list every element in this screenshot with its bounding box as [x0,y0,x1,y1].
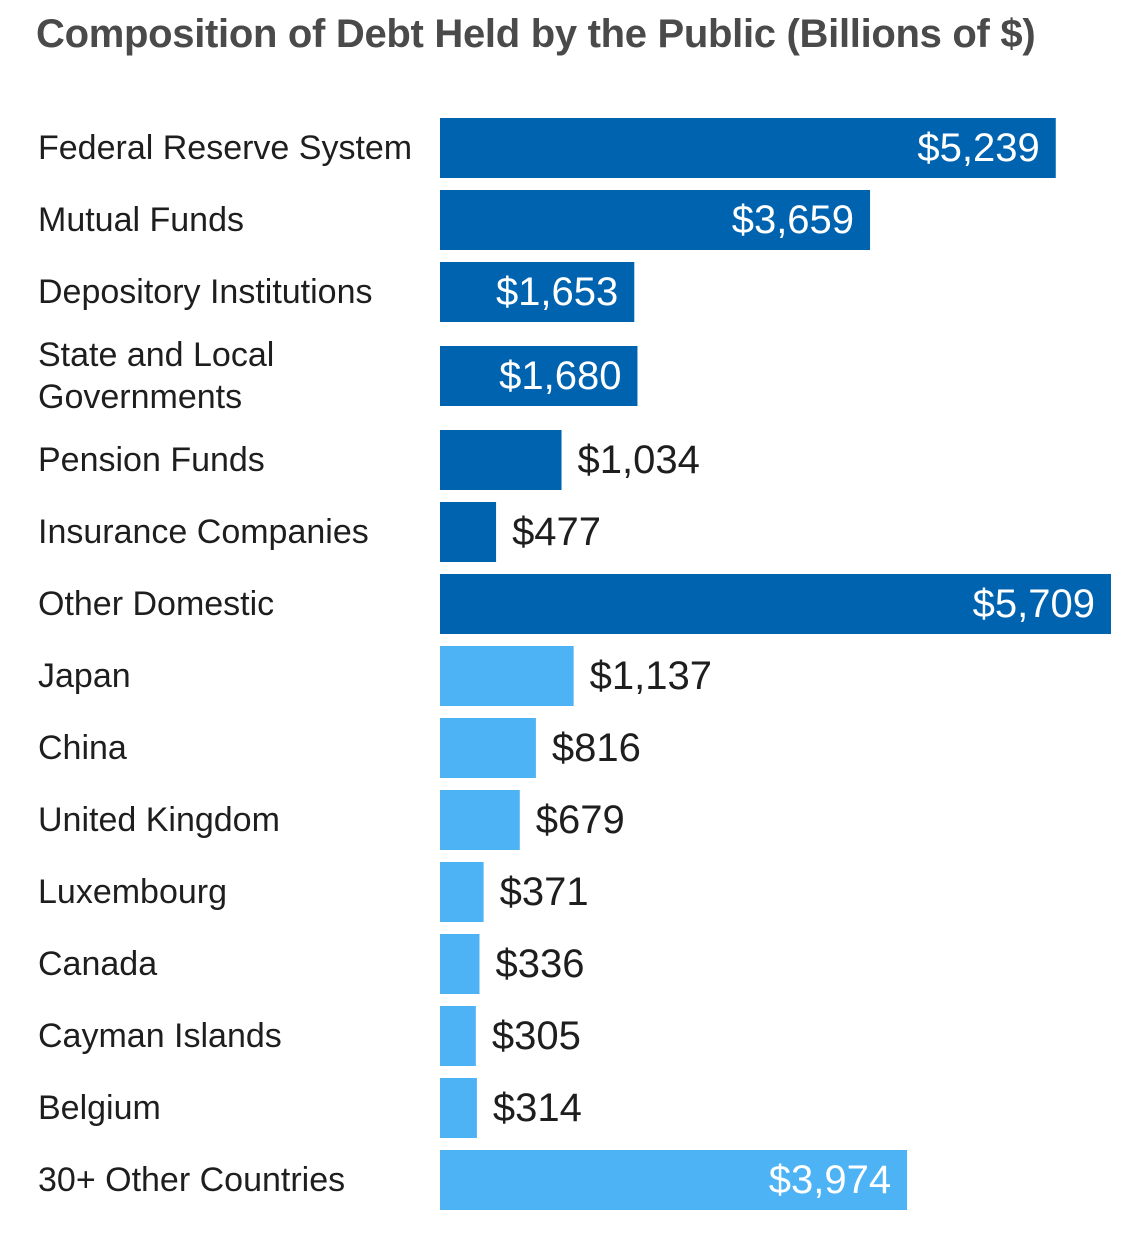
category-label-belgium: Belgium [38,1089,161,1127]
bar-belgium [440,1078,477,1138]
value-label-30-other-countries: $3,974 [769,1158,891,1202]
category-label-pension-funds: Pension Funds [38,441,265,479]
value-label-canada: $336 [495,942,584,986]
chart-title: Composition of Debt Held by the Public (… [36,12,1036,56]
category-label-insurance-companies: Insurance Companies [38,513,369,551]
value-label-pension-funds: $1,034 [578,438,700,482]
category-label-30-other-countries: 30+ Other Countries [38,1161,345,1199]
value-label-united-kingdom: $679 [536,798,625,842]
bar-pension-funds [440,430,562,490]
bar-30-other-countries [440,1150,908,1210]
category-label-other-domestic: Other Domestic [38,585,274,623]
category-label-canada: Canada [38,945,157,983]
bar-insurance-companies [440,502,497,562]
bar-depository-institutions [440,262,635,322]
value-label-state-and-local-governments: $1,680 [499,354,621,398]
value-label-japan: $1,137 [590,654,712,698]
category-label-state-and-local-governments: State and Local Governments [38,336,274,416]
bar-china [440,718,536,778]
bar-luxembourg [440,862,484,922]
value-label-luxembourg: $371 [500,870,589,914]
category-label-luxembourg: Luxembourg [38,873,227,911]
bar-cayman-islands [440,1006,476,1066]
bar-united-kingdom [440,790,520,850]
value-label-belgium: $314 [493,1086,582,1130]
category-label-federal-reserve-system: Federal Reserve System [38,129,412,167]
value-label-mutual-funds: $3,659 [732,198,854,242]
value-label-insurance-companies: $477 [512,510,601,554]
category-label-line: State and Local [38,336,274,374]
value-label-federal-reserve-system: $5,239 [917,126,1039,170]
value-label-depository-institutions: $1,653 [496,270,618,314]
bar-canada [440,934,480,994]
category-label-mutual-funds: Mutual Funds [38,201,244,239]
value-label-other-domestic: $5,709 [973,582,1095,626]
category-label-line: Governments [38,378,242,416]
value-label-china: $816 [552,726,641,770]
bar-other-domestic [440,574,1111,634]
bar-state-and-local-governments [440,346,638,406]
category-label-cayman-islands: Cayman Islands [38,1017,282,1055]
bar-mutual-funds [440,190,871,250]
value-label-cayman-islands: $305 [492,1014,581,1058]
category-label-japan: Japan [38,657,131,695]
category-label-united-kingdom: United Kingdom [38,801,280,839]
category-label-depository-institutions: Depository Institutions [38,273,373,311]
bar-japan [440,646,574,706]
category-label-china: China [38,729,127,767]
bar-federal-reserve-system [440,118,1056,178]
